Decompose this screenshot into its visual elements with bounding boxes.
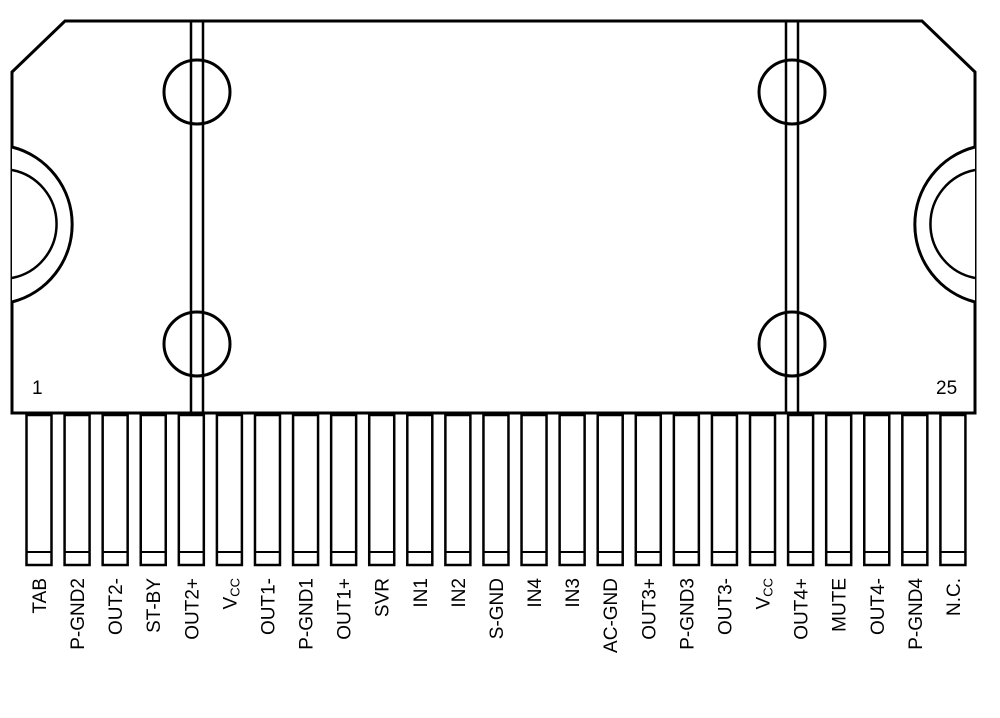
- pin-6: VCC: [215, 413, 244, 609]
- pin-17: OUT3+: [634, 413, 663, 640]
- pin-lead: [329, 413, 358, 567]
- pin-lead: [558, 413, 586, 567]
- pin-lead: [596, 413, 624, 567]
- pin-lead: [406, 413, 434, 567]
- pin-11: IN1: [406, 413, 434, 608]
- pin-lead: [748, 413, 777, 567]
- pin-lead: [482, 413, 510, 567]
- pin-label: P-GND3: [677, 578, 698, 650]
- pin-4: ST-BY: [139, 413, 167, 633]
- pin-lead: [824, 413, 853, 567]
- pin-lead: [25, 413, 53, 567]
- pin-lead: [177, 413, 206, 567]
- package-body: [10, 19, 977, 415]
- pin-label: OUT1+: [335, 578, 356, 640]
- pin-lead: [253, 413, 282, 567]
- pin-15: IN3: [558, 413, 586, 608]
- pin-label: IN2: [449, 578, 470, 608]
- pin-label: IN4: [525, 578, 546, 608]
- pin-lead: [139, 413, 167, 567]
- pin-lead: [291, 413, 320, 567]
- pin-22: MUTE: [824, 413, 853, 632]
- pin-lead: [786, 413, 815, 567]
- pin-3: OUT2-: [101, 413, 129, 635]
- pin-lead: [215, 413, 244, 567]
- pin-label: TAB: [30, 578, 51, 614]
- pin-lead: [520, 413, 548, 567]
- pin-lead: [444, 413, 472, 567]
- pin-label: VCC: [754, 578, 776, 609]
- left-heatsink-rail: [162, 21, 232, 413]
- pin-19: OUT3-: [710, 413, 739, 635]
- pin-2: P-GND2: [63, 413, 91, 650]
- left-mounting-notch: [11, 145, 74, 304]
- pin-label: P-GND4: [906, 578, 927, 650]
- pin-14: IN4: [520, 413, 548, 608]
- pin-label: AC-GND: [601, 578, 622, 653]
- pin-lead: [101, 413, 129, 567]
- right-heatsink-rail: [757, 21, 827, 413]
- pin-7: OUT1-: [253, 413, 282, 635]
- pin-10: SVR: [367, 413, 396, 617]
- first-pin-number: 1: [32, 378, 43, 399]
- pin-label: OUT3-: [715, 578, 736, 635]
- pins: TAB P-GND2 OUT2- ST-BY OUT2+ VCC OUT1- P-GND1 OU…: [25, 413, 967, 653]
- pin-1: TAB: [25, 413, 53, 614]
- pin-label: S-GND: [487, 578, 508, 639]
- pin-label: OUT2-: [106, 578, 127, 635]
- pin-label: MUTE: [830, 578, 851, 632]
- pin-lead: [863, 413, 891, 567]
- pin-label: P-GND1: [297, 578, 318, 650]
- pin-label: OUT4+: [792, 578, 813, 640]
- pin-9: OUT1+: [329, 413, 358, 640]
- pin-lead: [901, 413, 929, 567]
- pin-label: OUT4-: [868, 578, 889, 635]
- pin-8: P-GND1: [291, 413, 320, 650]
- pin-label: P-GND2: [68, 578, 89, 650]
- pin-21: OUT4+: [786, 413, 815, 640]
- pin-24: P-GND4: [901, 413, 929, 650]
- pin-label: N.C.: [944, 578, 965, 616]
- pin-lead: [367, 413, 396, 567]
- pin-23: OUT4-: [863, 413, 891, 635]
- pin-label: IN3: [563, 578, 584, 608]
- pin-lead: [63, 413, 91, 567]
- pin-label: ST-BY: [144, 578, 165, 633]
- pin-13: S-GND: [482, 413, 510, 639]
- pin-5: OUT2+: [177, 413, 206, 640]
- pin-label: VCC: [220, 578, 242, 609]
- pin-lead: [634, 413, 663, 567]
- pin-20: VCC: [748, 413, 777, 609]
- pin-12: IN2: [444, 413, 472, 608]
- pin-lead: [939, 413, 967, 567]
- pin-label: IN1: [411, 578, 432, 608]
- pin-25: N.C.: [939, 413, 967, 616]
- pin-label: SVR: [373, 578, 394, 617]
- pin-18: P-GND3: [672, 413, 701, 650]
- pin-16: AC-GND: [596, 413, 624, 653]
- pin-lead: [672, 413, 701, 567]
- pin-label: OUT2+: [182, 578, 203, 640]
- last-pin-number: 25: [936, 378, 957, 399]
- pin-label: OUT3+: [639, 578, 660, 640]
- pin-lead: [710, 413, 739, 567]
- pin-label: OUT1-: [258, 578, 279, 635]
- right-mounting-notch: [913, 145, 976, 304]
